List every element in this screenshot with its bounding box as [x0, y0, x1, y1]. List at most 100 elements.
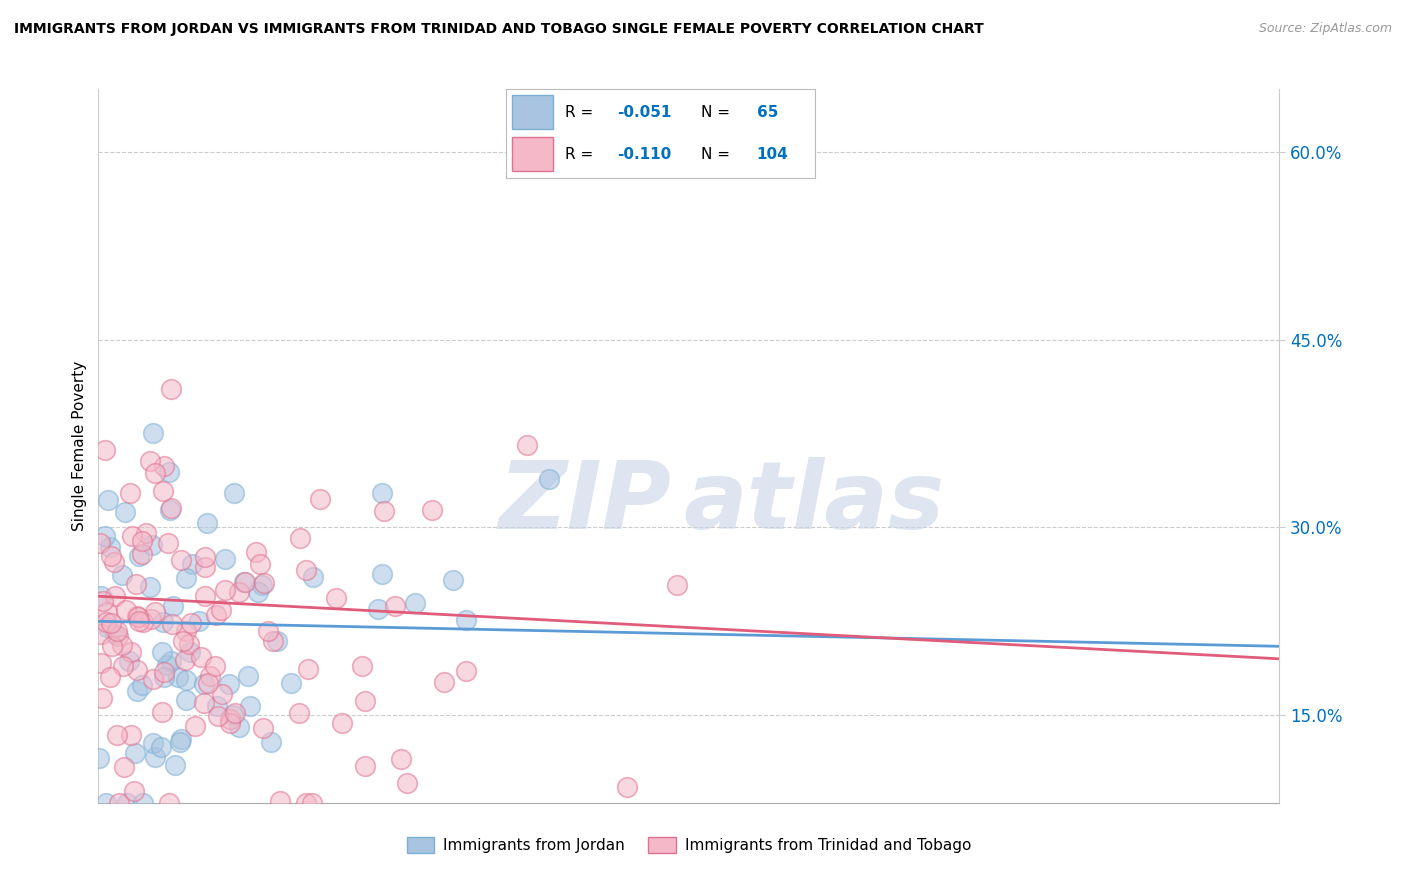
Point — [238, 669, 260, 683]
Point — [367, 602, 389, 616]
Point — [96, 619, 118, 633]
Point — [132, 796, 155, 810]
Point — [139, 580, 162, 594]
Point — [174, 693, 197, 707]
Y-axis label: Single Female Poverty: Single Female Poverty — [72, 361, 87, 531]
Point — [135, 525, 157, 540]
Point — [118, 486, 141, 500]
Point — [165, 757, 187, 772]
Point — [100, 616, 122, 631]
Text: R =: R = — [565, 147, 598, 161]
Point — [118, 654, 141, 668]
Point — [143, 750, 166, 764]
Point — [90, 590, 112, 604]
Point — [152, 665, 174, 680]
Point — [90, 656, 112, 670]
Text: 104: 104 — [756, 147, 789, 161]
Point — [454, 613, 477, 627]
Point — [266, 634, 288, 648]
Point — [198, 669, 221, 683]
Point — [177, 637, 200, 651]
Point — [87, 751, 110, 765]
Point — [143, 606, 166, 620]
Point — [204, 607, 226, 622]
Point — [157, 796, 180, 810]
Point — [143, 466, 166, 480]
Point — [222, 486, 245, 500]
Point — [219, 712, 242, 726]
Point — [159, 382, 181, 396]
Point — [153, 670, 176, 684]
Point — [441, 573, 464, 587]
Point — [111, 659, 134, 673]
Point — [132, 615, 155, 629]
Point — [152, 483, 174, 498]
Point — [169, 735, 191, 749]
Point — [194, 549, 217, 564]
Point — [142, 425, 165, 440]
Point — [111, 567, 134, 582]
Point — [153, 459, 176, 474]
Point — [454, 664, 477, 678]
Point — [120, 728, 142, 742]
Point — [160, 501, 183, 516]
Point — [169, 732, 191, 747]
Point — [180, 616, 202, 631]
Point — [142, 673, 165, 687]
Point — [262, 634, 284, 648]
Point — [131, 678, 153, 692]
Point — [174, 624, 197, 639]
Point — [125, 663, 148, 677]
Point — [371, 567, 394, 582]
Point — [325, 591, 347, 605]
Point — [260, 735, 283, 749]
Point — [115, 796, 138, 810]
Point — [228, 585, 250, 599]
Point — [141, 538, 163, 552]
Point — [167, 670, 190, 684]
Bar — [512, 95, 553, 129]
Point — [131, 547, 153, 561]
Point — [120, 644, 142, 658]
Text: ZIP: ZIP — [498, 457, 671, 549]
Point — [94, 528, 117, 542]
Point — [111, 638, 134, 652]
Point — [139, 453, 162, 467]
Point — [150, 739, 173, 754]
Point — [105, 728, 128, 742]
Point — [252, 721, 274, 735]
Point — [207, 698, 229, 713]
Point — [295, 796, 318, 810]
Point — [94, 443, 117, 458]
Point — [195, 516, 218, 531]
Point — [297, 662, 319, 676]
Text: R =: R = — [565, 105, 598, 120]
Point — [666, 578, 689, 592]
Point — [155, 658, 177, 673]
Point — [96, 796, 118, 810]
Point — [150, 705, 173, 719]
Point — [295, 563, 318, 577]
Point — [160, 617, 183, 632]
Point — [107, 629, 129, 643]
Point — [91, 690, 114, 705]
Point — [197, 676, 219, 690]
Point — [150, 644, 173, 658]
Point — [187, 614, 209, 628]
Point — [214, 582, 236, 597]
Point — [389, 752, 412, 766]
Point — [108, 796, 131, 810]
Point — [174, 673, 197, 687]
Point — [228, 720, 250, 734]
Point — [420, 503, 443, 517]
Point — [127, 610, 149, 624]
Point — [247, 585, 270, 599]
Text: 65: 65 — [756, 105, 778, 120]
Text: IMMIGRANTS FROM JORDAN VS IMMIGRANTS FROM TRINIDAD AND TOBAGO SINGLE FEMALE POVE: IMMIGRANTS FROM JORDAN VS IMMIGRANTS FRO… — [14, 22, 984, 37]
Point — [233, 574, 256, 589]
Point — [370, 486, 392, 500]
Point — [239, 699, 262, 714]
Point — [395, 776, 418, 790]
Point — [104, 589, 127, 603]
Point — [97, 492, 120, 507]
